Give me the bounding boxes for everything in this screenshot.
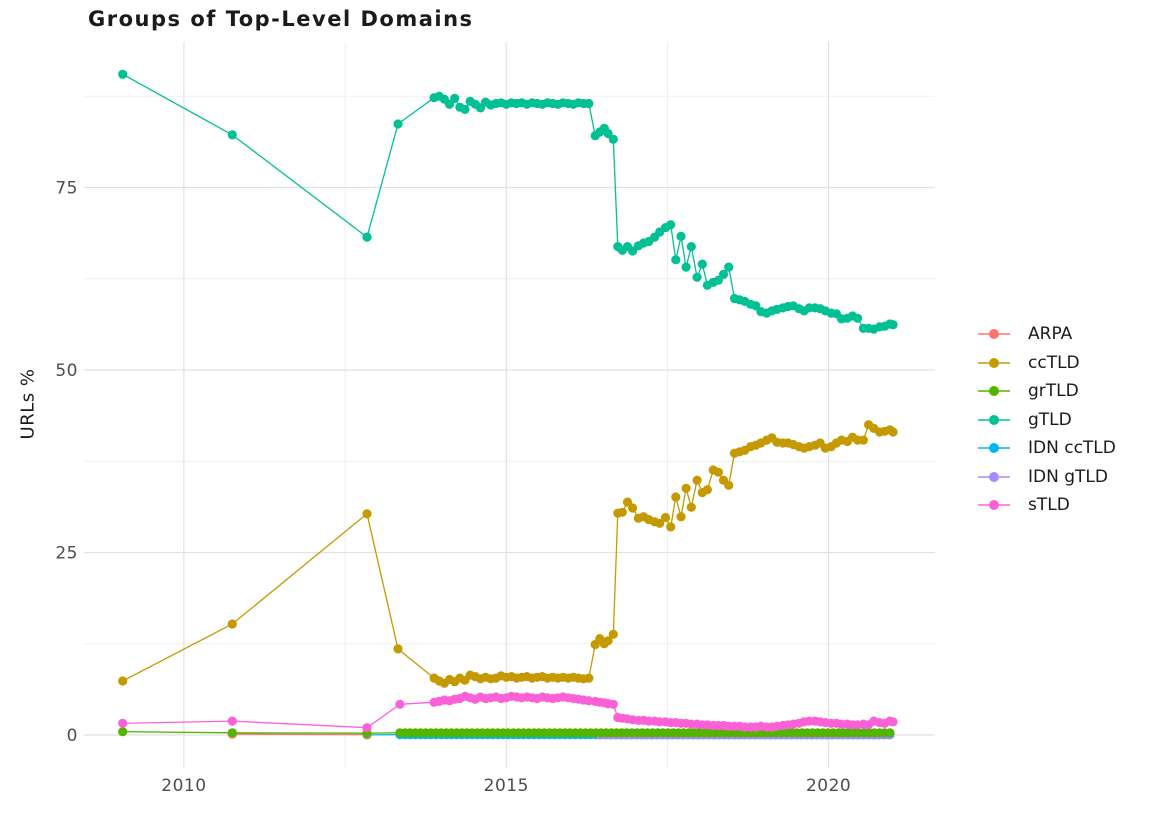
legend-item-gtld: gTLD xyxy=(976,406,1116,435)
x-tick-label: 2010 xyxy=(161,776,206,796)
series-cctld xyxy=(118,420,898,688)
series-arpa xyxy=(227,729,372,740)
legend-label: ccTLD xyxy=(1028,352,1080,373)
legend-key-icon xyxy=(978,471,1010,482)
legend-item-idn-gtld: IDN gTLD xyxy=(976,463,1116,492)
gridlines-minor xyxy=(84,42,935,768)
series-grtld xyxy=(118,727,895,738)
legend-key-icon xyxy=(978,500,1010,511)
x-tick-label: 2015 xyxy=(484,776,529,796)
legend-key-icon xyxy=(978,357,1010,368)
legend-label: IDN gTLD xyxy=(1028,466,1108,487)
legend-item-idn-cctld: IDN ccTLD xyxy=(976,434,1116,463)
series-gtld xyxy=(118,69,898,334)
x-tick-label: 2020 xyxy=(806,776,851,796)
legend: ARPA ccTLD grTLD gTLD IDN ccTLD IDN gTLD sTLD xyxy=(976,320,1116,520)
legend-label: sTLD xyxy=(1028,495,1070,516)
gridlines-major xyxy=(84,42,935,768)
y-tick-label: 50 xyxy=(55,361,78,381)
y-tick-label: 25 xyxy=(55,544,78,564)
legend-item-grtld: grTLD xyxy=(976,377,1116,406)
series-stld xyxy=(118,691,898,733)
legend-item-arpa: ARPA xyxy=(976,320,1116,349)
y-tick-label: 75 xyxy=(55,179,78,199)
chart-title: Groups of Top-Level Domains xyxy=(88,7,474,31)
legend-key-icon xyxy=(978,414,1010,425)
legend-key-icon xyxy=(978,329,1010,340)
legend-item-stld: sTLD xyxy=(976,491,1116,520)
legend-key-icon xyxy=(978,386,1010,397)
y-tick-label: 0 xyxy=(67,726,78,746)
legend-key-icon xyxy=(978,443,1010,454)
legend-label: IDN ccTLD xyxy=(1028,438,1116,459)
y-axis-label: URLs % xyxy=(17,368,39,440)
legend-label: gTLD xyxy=(1028,409,1072,430)
legend-label: grTLD xyxy=(1028,381,1079,402)
legend-item-cctld: ccTLD xyxy=(976,349,1116,378)
legend-label: ARPA xyxy=(1028,324,1073,345)
